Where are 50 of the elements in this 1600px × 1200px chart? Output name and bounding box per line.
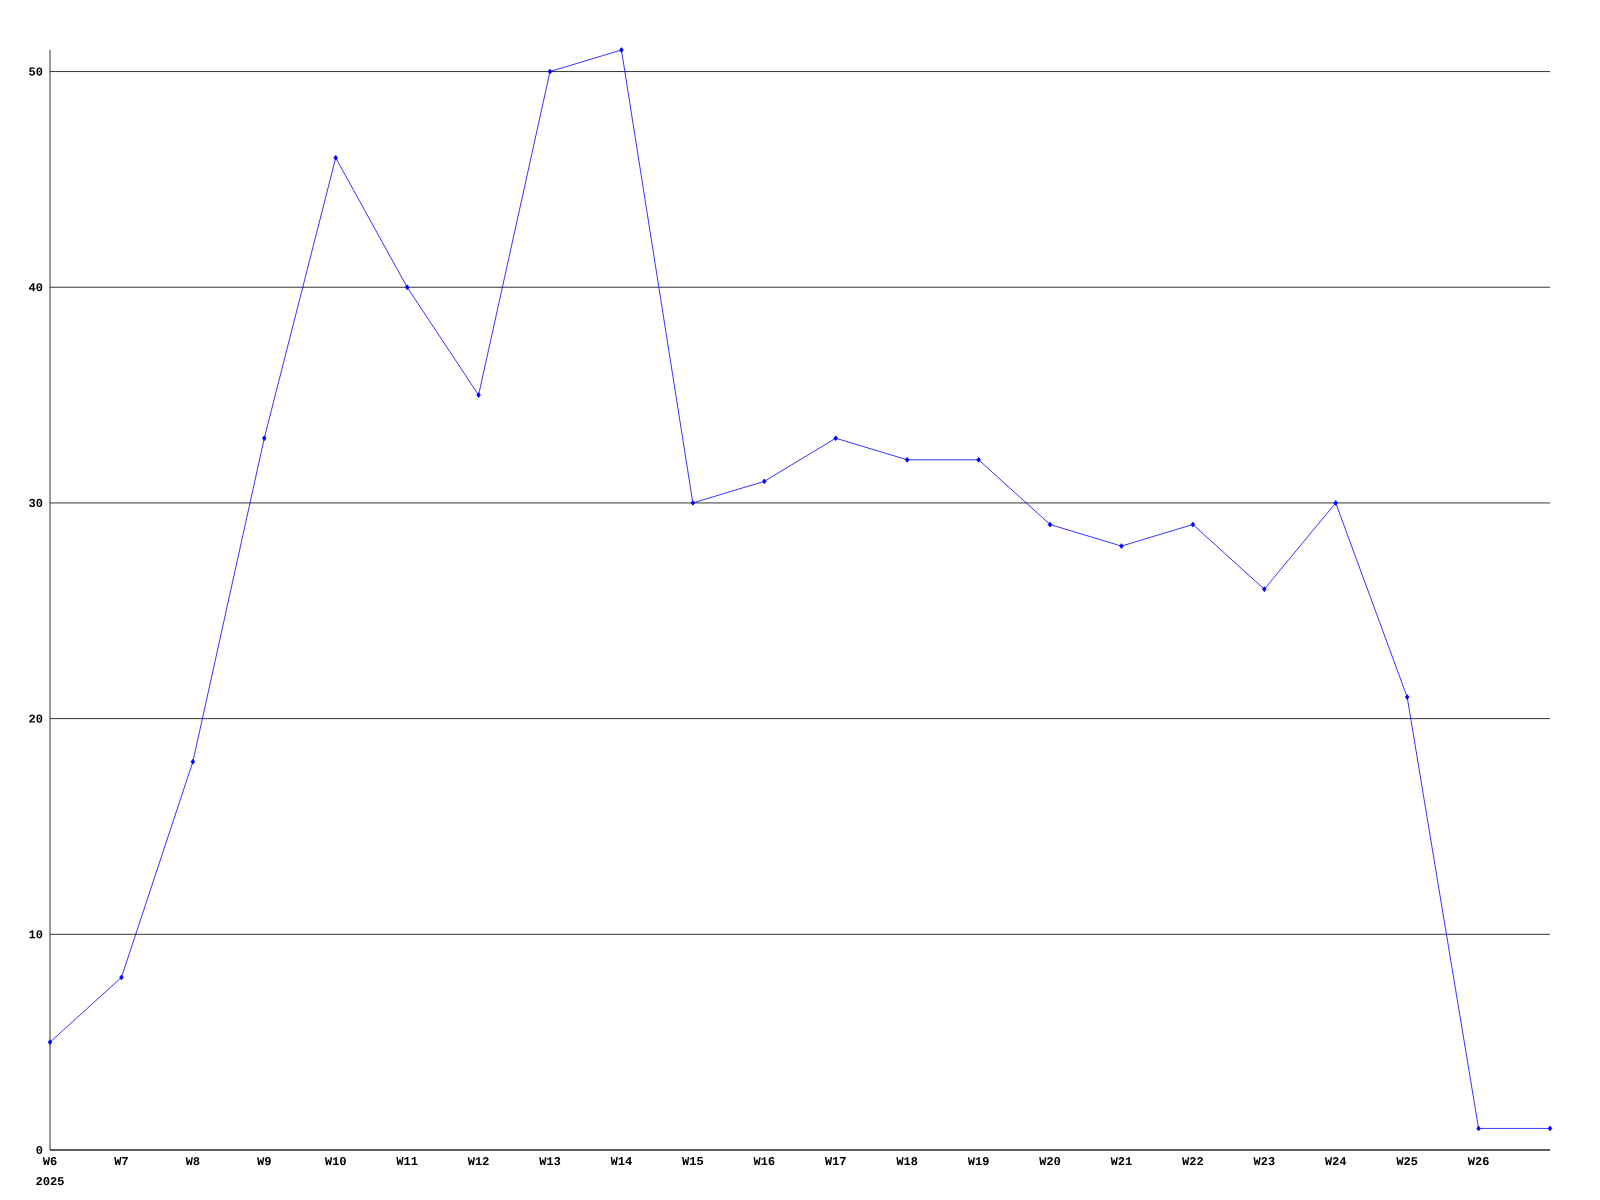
x-tick-label: W19 (967, 1157, 989, 1166)
x-tick-label: W24 (1324, 1157, 1347, 1166)
point (404, 284, 410, 291)
y-tick-label: 0 (36, 1145, 43, 1155)
x-tick-label: W10 (324, 1157, 346, 1166)
x-tick-label: W20 (1039, 1157, 1061, 1166)
point (119, 974, 124, 981)
x-tick-label: W17 (824, 1157, 846, 1165)
x-tick-label: W16 (753, 1157, 775, 1166)
x-tick-label: W12 (467, 1157, 489, 1166)
x-tick-label: W7 (114, 1157, 128, 1165)
x-tick-label: W11 (396, 1157, 418, 1165)
x-tick-label: W6 (42, 1157, 57, 1166)
point (547, 68, 553, 75)
x-tick-label: W18 (896, 1157, 918, 1166)
y-tick-label: 20 (29, 714, 43, 723)
x-tick-label: W9 (257, 1157, 271, 1166)
point (190, 758, 196, 765)
point (1047, 521, 1053, 528)
x-tick-label: W14 (610, 1157, 632, 1165)
y-tick-label: 10 (29, 930, 43, 939)
point (333, 155, 338, 161)
x-tick-label: W26 (1467, 1157, 1489, 1166)
point (1333, 500, 1338, 506)
point (262, 435, 267, 442)
y-tick-label: 30 (29, 498, 43, 508)
y-tick-label: 40 (28, 283, 43, 292)
x-tick-label: W15 (682, 1157, 704, 1166)
text: 2025 (36, 1177, 64, 1186)
point (1119, 543, 1124, 549)
point (904, 457, 910, 463)
point (1476, 1125, 1481, 1132)
point (476, 392, 481, 398)
x-tick-label: W21 (1110, 1157, 1132, 1166)
point (1547, 1125, 1553, 1132)
x-tick-label: W13 (539, 1157, 561, 1166)
x-tick-label: W25 (1396, 1157, 1418, 1166)
point (833, 435, 838, 442)
y-tick-label: 50 (29, 67, 43, 76)
point (762, 478, 767, 485)
point (976, 457, 981, 463)
x-tick-label: W8 (185, 1157, 200, 1166)
point (619, 47, 624, 53)
point (47, 1039, 53, 1045)
x-tick-label: W23 (1253, 1157, 1275, 1166)
x-tick-label: W22 (1182, 1157, 1203, 1166)
point (1190, 521, 1196, 528)
point (690, 500, 696, 506)
point (1262, 586, 1267, 593)
point (1404, 694, 1410, 700)
